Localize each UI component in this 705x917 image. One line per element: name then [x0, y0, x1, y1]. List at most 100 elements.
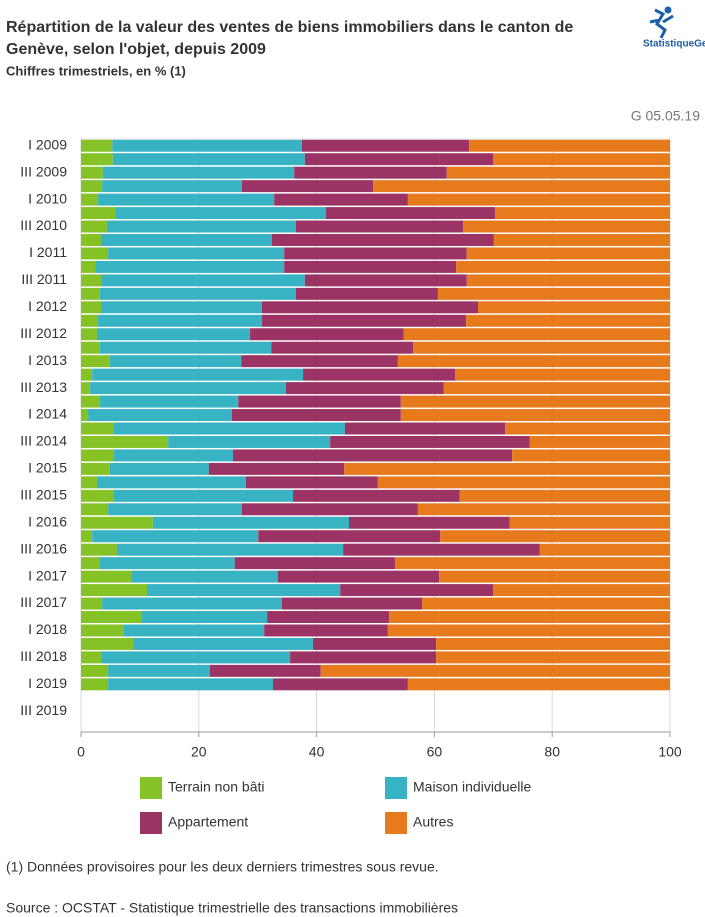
- y-tick-label: III 2011: [21, 271, 67, 287]
- bar-segment: [417, 503, 670, 516]
- bar-segment: [101, 301, 262, 314]
- bar-segment: [81, 166, 103, 179]
- bar-segment: [509, 516, 670, 529]
- bar-segment: [340, 584, 494, 597]
- bar-segment: [436, 637, 670, 650]
- bar-segment: [344, 422, 506, 435]
- bar-segment: [348, 516, 510, 529]
- bar-segment: [152, 516, 349, 529]
- bar-segment: [96, 476, 246, 489]
- bar-segment: [81, 220, 107, 233]
- legend-label: Terrain non bâti: [168, 779, 265, 795]
- bar-segment: [330, 435, 530, 448]
- bar-segment: [326, 207, 496, 220]
- bar-segment: [112, 139, 302, 152]
- bar-segment: [209, 664, 321, 677]
- bar-segment: [99, 395, 239, 408]
- bar-segment: [81, 489, 114, 502]
- bar-segment: [81, 382, 90, 395]
- y-tick-label: III 2017: [20, 594, 67, 610]
- bar-segment: [313, 637, 437, 650]
- bar-segment: [123, 624, 265, 637]
- y-tick-label: I 2017: [28, 567, 67, 583]
- bar-segment: [113, 449, 233, 462]
- bar-segment: [271, 341, 414, 354]
- y-tick-label: I 2012: [28, 298, 67, 314]
- y-tick-label: I 2010: [28, 190, 67, 206]
- y-tick-label: I 2019: [28, 675, 67, 691]
- bar-segment: [101, 234, 272, 246]
- bar-segment: [146, 584, 341, 597]
- y-tick-label: I 2015: [28, 460, 67, 476]
- y-tick-label: I 2011: [29, 244, 67, 260]
- bar-segment: [455, 368, 670, 381]
- bar-segment: [133, 637, 314, 650]
- bar-segment: [81, 664, 109, 677]
- y-tick-label: I 2016: [28, 513, 67, 529]
- legend-swatch: [140, 777, 162, 799]
- x-tick-label: 60: [427, 744, 443, 760]
- bar-segment: [81, 624, 124, 637]
- bar-segment: [81, 516, 153, 529]
- bar-segment: [81, 180, 103, 193]
- legend-swatch: [385, 812, 407, 834]
- bar-segment: [81, 476, 97, 489]
- legend-swatch: [140, 812, 162, 834]
- bar-segment: [113, 422, 345, 435]
- bar-segment: [81, 328, 97, 341]
- y-tick-label: I 2009: [28, 136, 67, 152]
- bar-segment: [81, 462, 110, 475]
- bar-segment: [440, 530, 670, 543]
- bar-segment: [95, 260, 285, 273]
- chart-code: G 05.05.19: [631, 108, 700, 124]
- y-tick-label: III 2016: [20, 540, 67, 556]
- bar-segment: [81, 597, 103, 610]
- bar-segment: [108, 503, 242, 516]
- bar-segment: [81, 193, 99, 206]
- bar-segment: [168, 435, 331, 448]
- bar-segment: [115, 207, 327, 220]
- bar-segment: [439, 570, 670, 583]
- bar-segment: [232, 449, 513, 462]
- bar-segment: [241, 503, 418, 516]
- bar-segment: [109, 355, 242, 368]
- bar-segment: [437, 287, 670, 300]
- bar-segment: [443, 382, 670, 395]
- y-tick-label: III 2009: [20, 163, 67, 179]
- bar-segment: [459, 489, 670, 502]
- bar-segment: [88, 409, 232, 422]
- bar-segment: [112, 153, 305, 166]
- bar-segment: [81, 422, 114, 435]
- bar-segment: [505, 422, 670, 435]
- footnote: (1) Données provisoires pour les deux de…: [6, 859, 439, 875]
- source: Source : OCSTAT - Statistique trimestrie…: [6, 900, 458, 916]
- bar-segment: [81, 368, 93, 381]
- legend-label: Autres: [413, 814, 453, 830]
- bar-segment: [303, 368, 456, 381]
- bar-segment: [343, 543, 540, 556]
- bar-segment: [81, 355, 110, 368]
- y-tick-label: I 2013: [28, 352, 67, 368]
- bar-segment: [539, 543, 670, 556]
- bar-segment: [466, 274, 670, 287]
- bar-segment: [81, 584, 147, 597]
- bar-segment: [273, 678, 408, 691]
- bar-segment: [400, 409, 670, 422]
- x-tick-label: 100: [658, 744, 682, 760]
- bar-segment: [81, 543, 117, 556]
- bar-segment: [456, 260, 670, 273]
- bar-segment: [387, 624, 670, 637]
- bar-segment: [92, 530, 259, 543]
- bar-segment: [284, 247, 467, 260]
- bar-segment: [113, 489, 294, 502]
- bar-segment: [258, 530, 441, 543]
- legend-label: Maison individuelle: [413, 779, 532, 795]
- bar-segment: [81, 395, 100, 408]
- bar-segment: [495, 207, 670, 220]
- bar-segment: [466, 314, 670, 327]
- y-tick-label: I 2018: [28, 621, 67, 637]
- legend-swatch: [385, 777, 407, 799]
- bar-segment: [101, 651, 291, 664]
- chart-title-line1: Répartition de la valeur des ventes de b…: [6, 19, 573, 36]
